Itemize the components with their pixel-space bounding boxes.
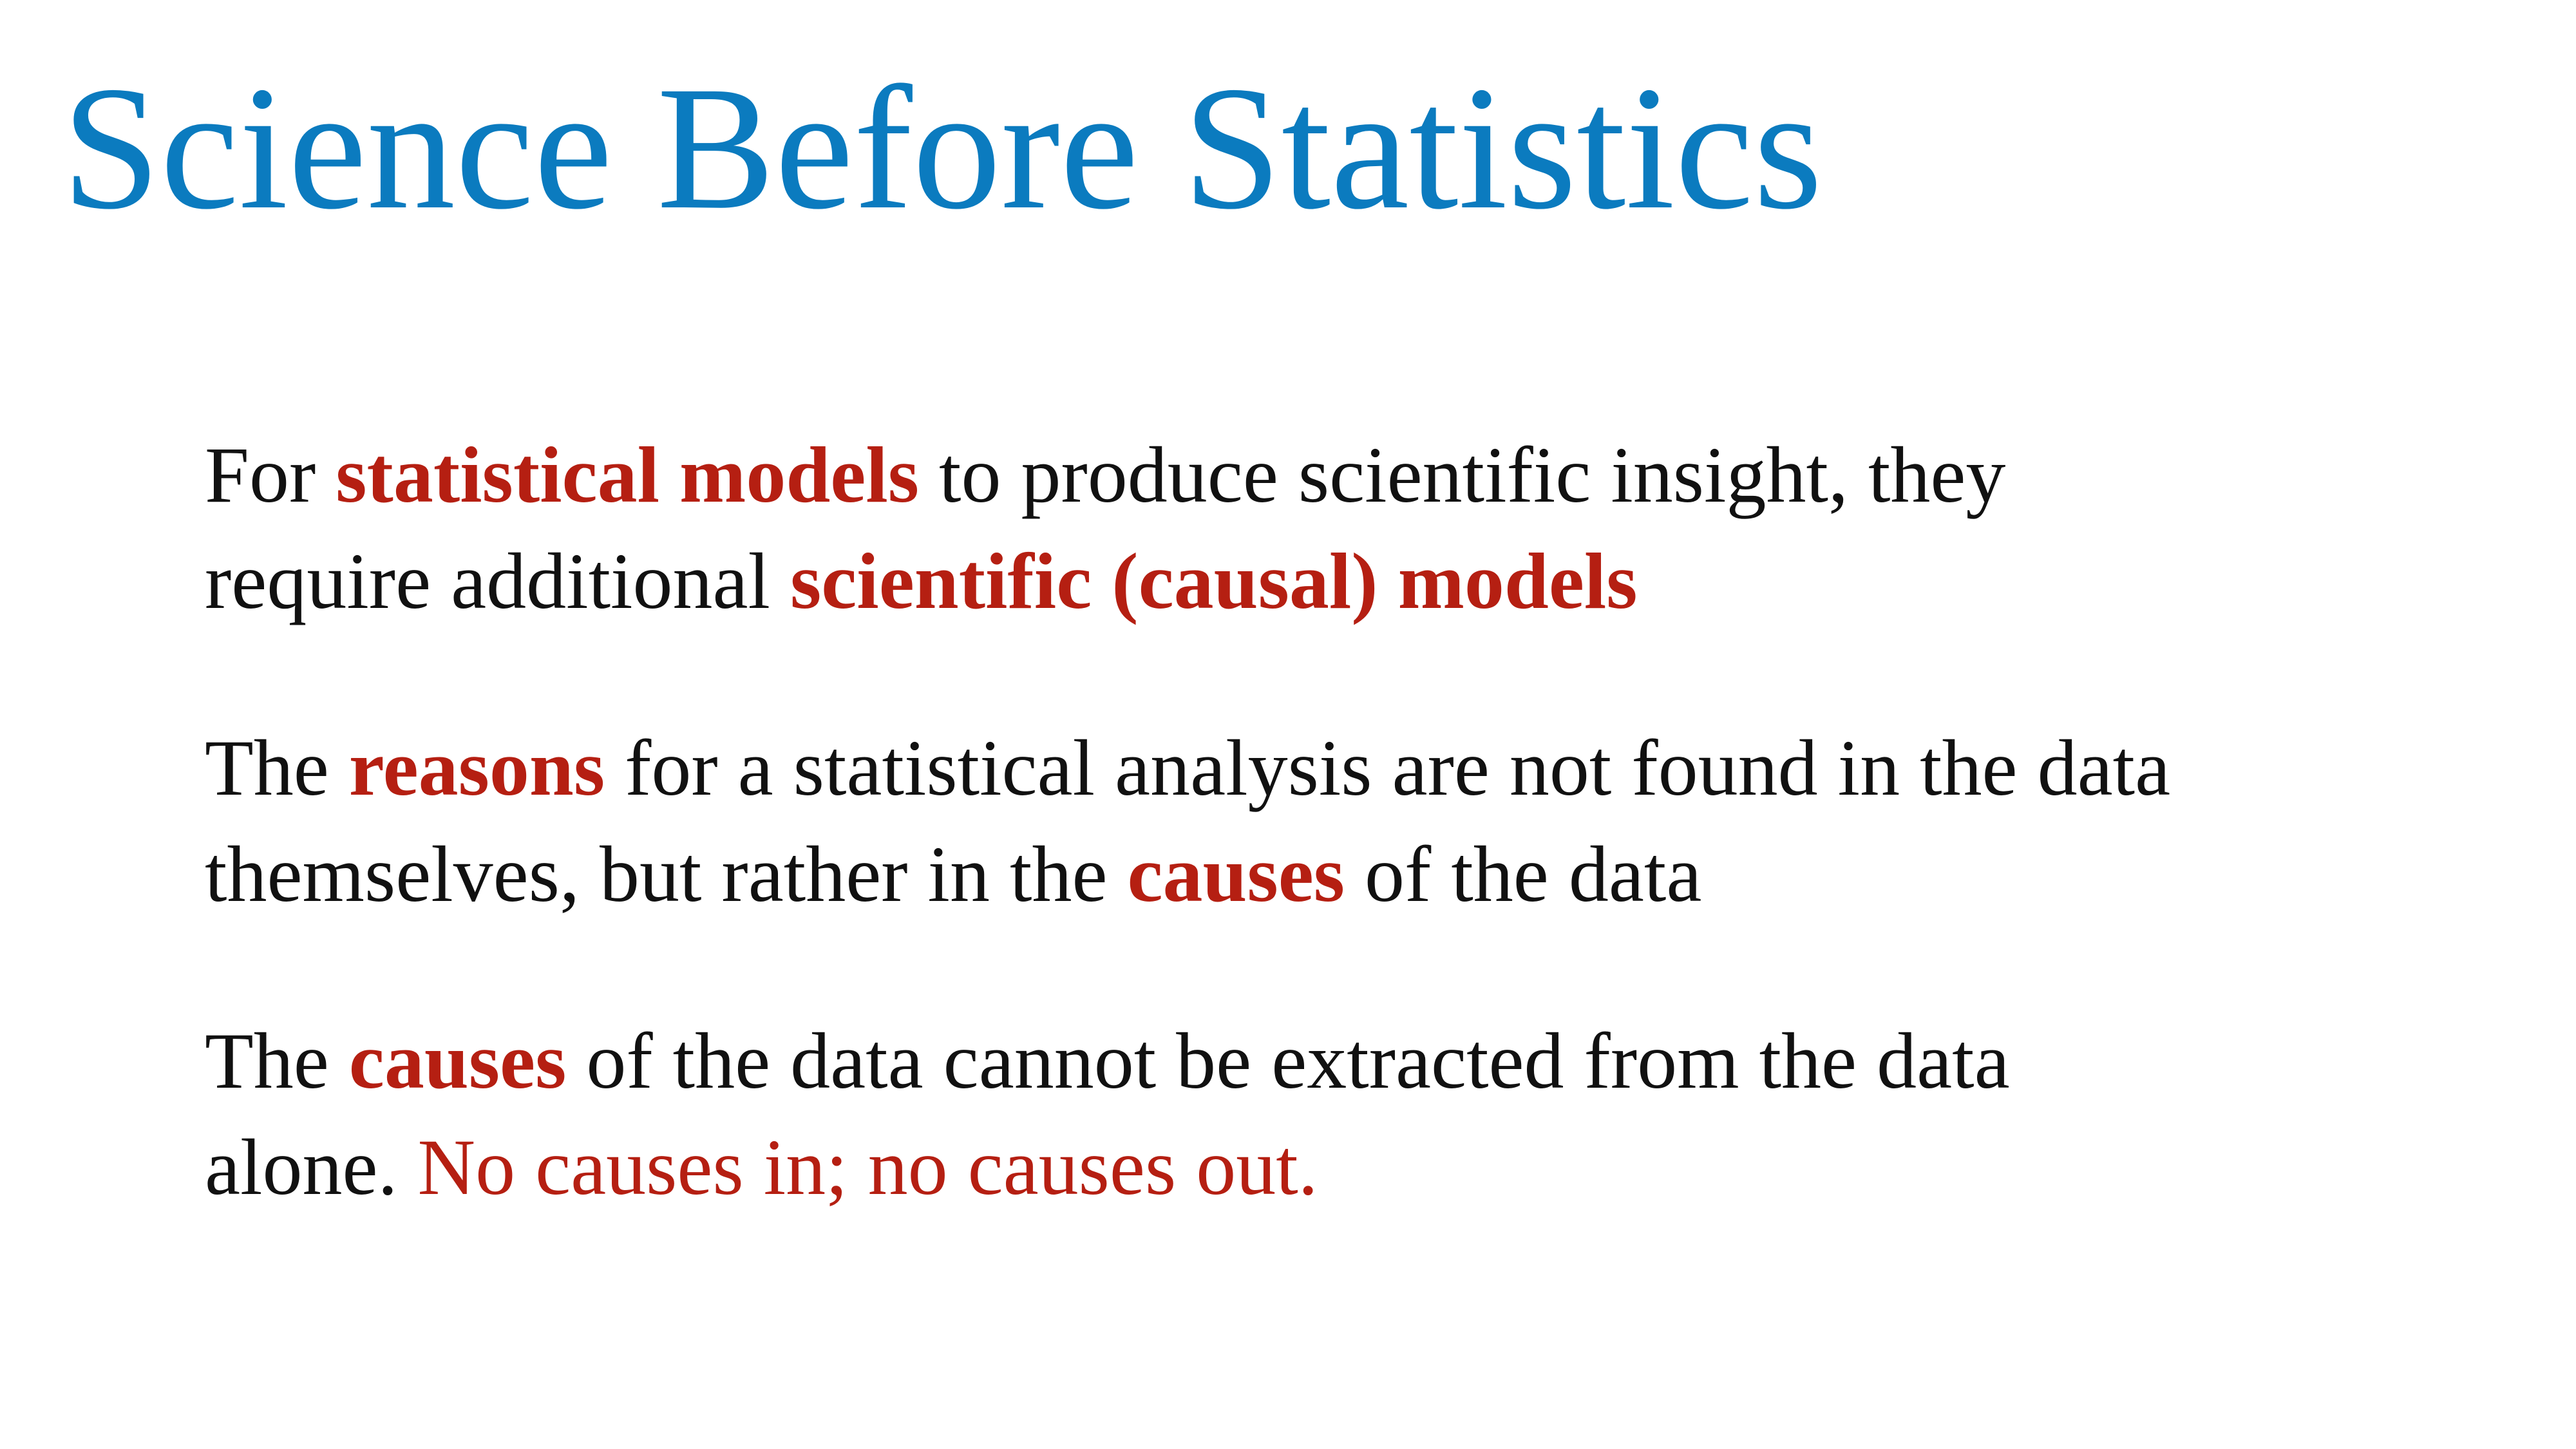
paragraph-line: require additional scientific (causal) m… xyxy=(205,528,2459,634)
body-text: alone. xyxy=(205,1123,418,1211)
body-text: The xyxy=(205,724,349,812)
body-text: to produce scientific insight, they xyxy=(919,431,2006,519)
emphasis-text: No causes in; no causes out. xyxy=(417,1123,1318,1211)
emphasis-text: scientific (causal) models xyxy=(790,537,1638,625)
paragraph-line: The reasons for a statistical analysis a… xyxy=(205,715,2459,821)
paragraph-line: For statistical models to produce scient… xyxy=(205,422,2459,528)
slide-title: Science Before Statistics xyxy=(62,50,1823,246)
emphasis-text: statistical models xyxy=(336,431,920,519)
body-text: For xyxy=(205,431,336,519)
body-text: themselves, but rather in the xyxy=(205,830,1128,918)
slide-body: For statistical models to produce scient… xyxy=(205,422,2459,1301)
body-text: of the data cannot be extracted from the… xyxy=(566,1017,2010,1105)
body-text: The xyxy=(205,1017,349,1105)
paragraph-reasons: The reasons for a statistical analysis a… xyxy=(205,715,2459,927)
paragraph-statistical-models: For statistical models to produce scient… xyxy=(205,422,2459,634)
emphasis-text: reasons xyxy=(348,724,605,812)
body-text: of the data xyxy=(1345,830,1702,918)
paragraph-line: The causes of the data cannot be extract… xyxy=(205,1008,2459,1114)
emphasis-text: causes xyxy=(348,1017,567,1105)
paragraph-causes: The causes of the data cannot be extract… xyxy=(205,1008,2459,1220)
paragraph-line: alone. No causes in; no causes out. xyxy=(205,1114,2459,1220)
body-text: require additional xyxy=(205,537,790,625)
emphasis-text: causes xyxy=(1127,830,1345,918)
paragraph-line: themselves, but rather in the causes of … xyxy=(205,821,2459,927)
body-text: for a statistical analysis are not found… xyxy=(605,724,2171,812)
